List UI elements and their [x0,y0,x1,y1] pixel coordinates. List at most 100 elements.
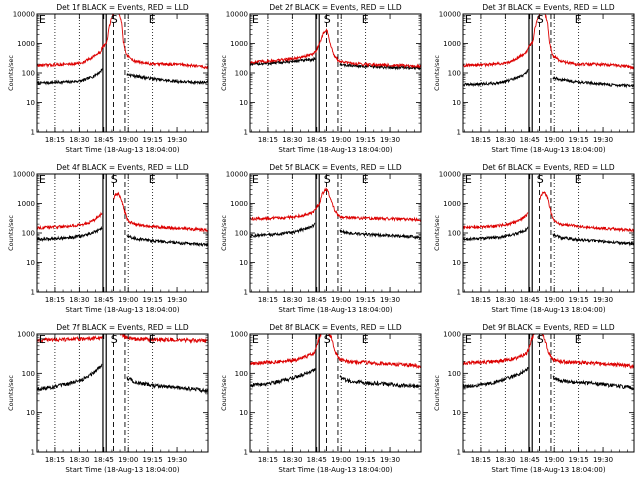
chart-title: Det 3f BLACK = Events, RED = LLD [482,3,615,12]
y-tick-label: 1000 [17,331,35,339]
chart-title: Det 5f BLACK = Events, RED = LLD [269,163,402,172]
marker-e-label: E [465,13,472,26]
marker-e-label: E [465,333,472,346]
y-axis-label: Counts/sec [220,375,228,411]
series-line-events [250,222,421,240]
plot-area [250,14,421,132]
y-tick-label: 10 [26,409,35,417]
x-axis-label: Start Time (18-Aug-13 18:04:00) [491,146,605,154]
y-tick-label: 1 [457,449,461,457]
series-line-lld [37,191,208,233]
y-tick-label: 100 [22,370,35,378]
y-tick-label: 10000 [13,11,35,19]
x-tick-label: 18:45 [94,296,114,304]
x-tick-label: 18:45 [520,296,540,304]
y-axis-label: Counts/sec [433,375,441,411]
marker-e-label: E [575,173,582,186]
x-axis-label: Start Time (18-Aug-13 18:04:00) [491,306,605,314]
x-tick-label: 18:15 [471,456,491,464]
marker-e-label: E [39,13,46,26]
chart-title: Det 4f BLACK = Events, RED = LLD [56,163,189,172]
series-line-events [463,226,634,247]
marker-e-label: E [252,333,259,346]
y-tick-label: 1 [457,289,461,297]
x-tick-label: 18:30 [69,296,89,304]
marker-s-label: S [324,13,331,26]
x-axis-label: Start Time (18-Aug-13 18:04:00) [65,146,179,154]
marker-e-label: E [575,13,582,26]
x-tick-label: 19:30 [167,136,187,144]
plot-area [250,334,421,452]
x-tick-label: 18:15 [258,456,278,464]
x-tick-label: 19:15 [569,296,589,304]
y-tick-label: 10000 [439,171,461,179]
x-tick-label: 19:15 [569,456,589,464]
x-tick-label: 19:30 [167,456,187,464]
x-tick-label: 19:30 [593,136,613,144]
y-tick-label: 100 [22,70,35,78]
series-line-events [250,56,421,71]
y-tick-label: 100 [448,230,461,238]
x-tick-label: 18:45 [94,456,114,464]
x-tick-label: 18:45 [94,136,114,144]
series-line-lld [250,187,421,223]
x-tick-label: 19:00 [118,296,138,304]
x-tick-label: 18:45 [307,456,327,464]
y-axis-label: Counts/sec [7,375,15,411]
x-tick-label: 19:15 [569,136,589,144]
series-line-events [463,366,634,391]
x-tick-label: 19:30 [380,296,400,304]
marker-e-label: E [149,333,156,346]
x-tick-label: 19:30 [380,456,400,464]
x-tick-label: 18:45 [307,296,327,304]
x-axis-label: Start Time (18-Aug-13 18:04:00) [65,466,179,474]
y-tick-label: 100 [235,230,248,238]
y-tick-label: 10000 [226,171,248,179]
marker-s-label: S [324,173,331,186]
y-axis-label: Counts/sec [7,55,15,91]
x-tick-label: 18:45 [520,456,540,464]
x-axis-label: Start Time (18-Aug-13 18:04:00) [278,306,392,314]
plot-frame [36,173,209,293]
chart-title: Det 2f BLACK = Events, RED = LLD [269,3,402,12]
x-tick-label: 18:30 [69,136,89,144]
marker-e-label: E [362,173,369,186]
y-tick-label: 1000 [17,200,35,208]
x-tick-label: 18:15 [258,136,278,144]
x-tick-label: 19:00 [544,296,564,304]
chart-title: Det 1f BLACK = Events, RED = LLD [56,3,189,12]
y-tick-label: 1000 [230,200,248,208]
y-axis-label: Counts/sec [7,215,15,251]
x-tick-label: 18:45 [520,136,540,144]
plot-frame [36,333,209,453]
marker-s-label: S [324,333,331,346]
y-axis-label: Counts/sec [433,55,441,91]
y-tick-label: 1 [244,129,248,137]
marker-s-label: S [111,333,118,346]
y-tick-label: 1 [31,289,35,297]
x-tick-label: 19:15 [356,296,376,304]
series-line-lld [463,14,634,71]
x-tick-label: 18:30 [282,456,302,464]
y-tick-label: 10 [452,259,461,267]
x-tick-label: 18:15 [45,296,65,304]
y-tick-label: 100 [235,370,248,378]
marker-e-label: E [39,333,46,346]
x-tick-label: 19:00 [331,456,351,464]
x-tick-label: 19:15 [356,136,376,144]
x-tick-label: 19:00 [544,456,564,464]
y-tick-label: 100 [22,230,35,238]
marker-e-label: E [149,173,156,186]
plot-frame [462,333,635,453]
x-tick-label: 18:30 [495,136,515,144]
x-tick-label: 19:15 [143,136,163,144]
y-tick-label: 1 [31,449,35,457]
x-tick-label: 18:30 [495,456,515,464]
x-tick-label: 18:15 [45,136,65,144]
marker-s-label: S [537,333,544,346]
